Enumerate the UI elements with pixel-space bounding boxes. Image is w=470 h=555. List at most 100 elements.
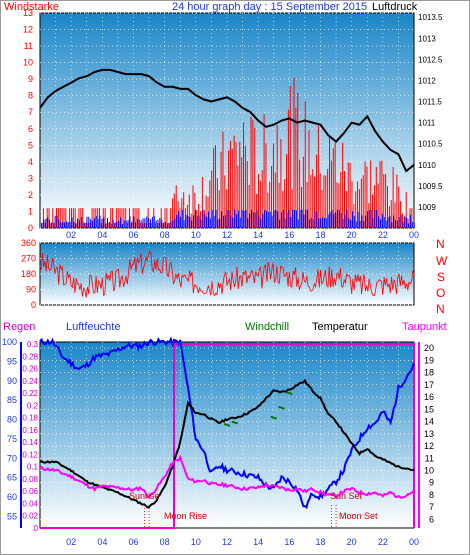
temperature-tick-label: 18 bbox=[424, 368, 434, 378]
windchill-mark bbox=[270, 415, 278, 420]
windchill-mark bbox=[223, 423, 231, 427]
direction-tick-label: 90 bbox=[26, 285, 36, 295]
x-tick-label-wind-pressure: 14 bbox=[253, 230, 263, 240]
x-tick-label-temperature-humidity: 16 bbox=[284, 537, 294, 547]
humidity-line bbox=[39, 336, 415, 510]
x-tick-label-wind-pressure: 10 bbox=[191, 230, 201, 240]
rain-tick-label: 0.18 bbox=[22, 414, 38, 423]
sunset-label: Sun Set bbox=[330, 491, 363, 501]
wind-tick-label: 2 bbox=[28, 190, 33, 200]
x-tick-label-wind-pressure: 12 bbox=[222, 230, 232, 240]
moonset-label: Moon Set bbox=[339, 511, 378, 521]
x-tick-label-temperature-humidity: 20 bbox=[347, 537, 357, 547]
wind-tick-label: 8 bbox=[28, 91, 33, 101]
wind-direction-line bbox=[39, 249, 415, 298]
wind-tick-label: 1 bbox=[28, 206, 33, 216]
temperature-tick-label: 19 bbox=[424, 355, 434, 365]
direction-tick-label: 360 bbox=[21, 238, 36, 248]
temperature-tick-label: 14 bbox=[424, 417, 434, 427]
temperature-tick-label: 11 bbox=[425, 453, 434, 463]
pressure-tick-label: 1013 bbox=[418, 34, 436, 43]
temperature-tick-label: 15 bbox=[424, 404, 434, 414]
x-tick-label-temperature-humidity: 04 bbox=[97, 537, 107, 547]
rain-tick-label: 0.02 bbox=[22, 512, 38, 521]
pressure-tick-label: 1009 bbox=[418, 203, 436, 212]
rain-tick-label: 0.2 bbox=[27, 401, 39, 410]
rain-line bbox=[40, 343, 415, 529]
wind-tick-label: 12 bbox=[23, 25, 33, 35]
wind-tick-label: 13 bbox=[23, 8, 33, 18]
humidity-tick-label: 60 bbox=[7, 492, 17, 502]
x-tick-label-wind-pressure: 00 bbox=[409, 230, 419, 240]
pressure-tick-label: 1012 bbox=[418, 76, 436, 85]
humidity-tick-label: 85 bbox=[7, 395, 17, 405]
rain-tick-label: 0.1 bbox=[27, 463, 39, 472]
x-tick-label-wind-pressure: 04 bbox=[97, 230, 107, 240]
wind-tick-label: 7 bbox=[28, 107, 33, 117]
dewpoint-legend: Taupunkt bbox=[402, 321, 447, 333]
x-tick-label-temperature-humidity: 18 bbox=[315, 537, 325, 547]
x-tick-label-temperature-humidity: 02 bbox=[66, 537, 76, 547]
dewpoint-line bbox=[39, 454, 415, 500]
rain-tick-label: 0.22 bbox=[22, 389, 38, 398]
x-tick-label-temperature-humidity: 14 bbox=[253, 537, 263, 547]
sunrise-label: Sunrise bbox=[129, 491, 160, 501]
direction-tick-label: 0 bbox=[31, 300, 36, 310]
pressure-axis-title: Luftdruck bbox=[372, 1, 418, 13]
compass-label-n-top: N bbox=[436, 237, 445, 251]
temperature-tick-label: 6 bbox=[429, 514, 434, 524]
rain-tick-label: 0.24 bbox=[22, 377, 38, 386]
rain-tick-label: 0.08 bbox=[22, 475, 38, 484]
temperature-tick-label: 10 bbox=[424, 465, 434, 475]
wind-tick-label: 4 bbox=[28, 157, 33, 167]
temperature-tick-label: 8 bbox=[429, 490, 434, 500]
x-tick-label-temperature-humidity: 22 bbox=[378, 537, 388, 547]
x-tick-label-wind-pressure: 22 bbox=[378, 230, 388, 240]
rain-tick-label: 0.26 bbox=[22, 365, 38, 374]
humidity-tick-label: 65 bbox=[7, 473, 17, 483]
temperature-tick-label: 13 bbox=[424, 429, 434, 439]
moonrise-label: Moon Rise bbox=[164, 511, 207, 521]
wind-tick-label: 3 bbox=[28, 173, 33, 183]
wind-tick-label: 5 bbox=[28, 140, 33, 150]
humidity-tick-label: 100 bbox=[2, 337, 17, 347]
pressure-tick-label: 1010 bbox=[418, 161, 436, 170]
temperature-tick-label: 9 bbox=[429, 478, 434, 488]
humidity-tick-label: 70 bbox=[7, 453, 17, 463]
pressure-tick-label: 1011 bbox=[418, 119, 436, 128]
lines-layer bbox=[39, 68, 415, 529]
pressure-tick-label: 1010.5 bbox=[418, 140, 443, 149]
wind-axis-title: Windstarke bbox=[4, 1, 59, 13]
humidity-axis-title: Luftfeuchte bbox=[66, 321, 120, 333]
rain-tick-label: 0.06 bbox=[22, 487, 38, 496]
wind-tick-label: 6 bbox=[28, 124, 33, 134]
rain-tick-label: 0.14 bbox=[22, 438, 38, 447]
wind-tick-label: 0 bbox=[28, 223, 33, 233]
rain-tick-label: 0.3 bbox=[27, 340, 39, 349]
x-tick-label-temperature-humidity: 06 bbox=[128, 537, 138, 547]
x-tick-label-wind-pressure: 08 bbox=[160, 230, 170, 240]
pressure-tick-label: 1013.5 bbox=[418, 13, 443, 22]
x-tick-label-wind-pressure: 18 bbox=[315, 230, 325, 240]
wind-tick-label: 11 bbox=[24, 41, 33, 51]
windchill-mark bbox=[278, 405, 285, 410]
humidity-tick-label: 95 bbox=[7, 356, 17, 366]
pressure-line bbox=[39, 68, 415, 173]
x-tick-label-wind-pressure: 02 bbox=[66, 230, 76, 240]
compass-label-s: S bbox=[437, 270, 445, 284]
direction-tick-label: 180 bbox=[21, 269, 36, 279]
x-tick-label-wind-pressure: 20 bbox=[347, 230, 357, 240]
x-tick-label-wind-pressure: 16 bbox=[284, 230, 294, 240]
wind-tick-label: 9 bbox=[28, 74, 33, 84]
x-tick-label-wind-pressure: 06 bbox=[128, 230, 138, 240]
temperature-tick-label: 20 bbox=[424, 343, 434, 353]
temperature-legend: Temperatur bbox=[312, 321, 368, 333]
wind-tick-label: 10 bbox=[23, 58, 33, 68]
windchill-mark bbox=[286, 391, 293, 396]
humidity-tick-label: 90 bbox=[7, 376, 17, 386]
rain-tick-label: 0 bbox=[34, 524, 39, 533]
annotations-layer: Sunrise Moon Rise Sun Set Moon Set bbox=[129, 491, 378, 521]
humidity-tick-label: 80 bbox=[7, 415, 17, 425]
humidity-tick-label: 75 bbox=[7, 434, 17, 444]
